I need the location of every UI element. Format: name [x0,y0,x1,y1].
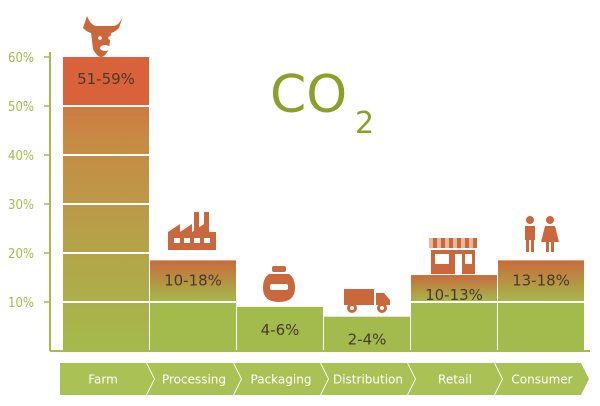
category-arrow [234,363,328,395]
bar-value-label: 13-18% [512,271,570,289]
chart-title-subscript: 2 [355,106,374,141]
y-tick-label: 30% [8,198,34,213]
bars: 51-59% 10-18% 4-6% 2-4% 10-13% 13-18% [63,57,584,351]
y-ticks: 10% 20% 30% 40% 50% 60% [8,51,50,311]
bar-value-label: 4-6% [261,321,300,339]
category-arrow [321,363,415,395]
bar-upper [411,275,497,302]
bar-base [150,303,236,351]
category-distribution: Distribution [321,363,415,395]
bar-base [498,303,584,351]
shop-icon [429,238,477,274]
y-tick-label: 50% [8,100,34,115]
bar-distribution: 2-4% [324,316,410,351]
factory-icon [168,212,216,250]
bar-value-label: 10-13% [425,286,483,304]
category-retail: Retail [408,363,502,395]
category-label: Farm [88,373,118,387]
category-consumer: Consumer [495,363,589,395]
y-tick-label: 20% [8,247,34,262]
chart-title-text: CO [270,65,347,125]
y-tick-label: 10% [8,296,34,311]
bar-base [324,316,410,351]
bar-upper [150,260,236,302]
category-arrow [408,363,502,395]
bar-farm: 51-59% [63,57,149,351]
bar-top-band [63,57,149,106]
category-arrow [495,363,589,395]
bar-processing: 10-18% [150,260,236,351]
bar-retail: 10-13% [411,275,497,351]
bar-value-label: 10-18% [164,271,222,289]
category-arrows: Farm Processing Packaging Distribution Retai… [60,363,589,395]
y-tick-label: 40% [8,149,34,164]
truck-icon [344,289,390,313]
category-processing: Processing [147,363,241,395]
category-arrow [60,363,154,395]
category-label: Packaging [251,373,312,387]
bar-consumer: 13-18% [498,260,584,351]
bar-packaging: 4-6% [237,306,323,351]
y-tick-label: 60% [8,51,34,66]
category-label: Processing [162,373,226,387]
cow-icon [83,16,123,57]
bar-value-label: 51-59% [77,70,135,88]
jar-icon [263,266,295,302]
category-icons [83,16,559,313]
bar-upper [498,260,584,302]
bar-value-label: 2-4% [348,331,387,349]
chart-title: CO 2 [270,65,374,141]
bar-base [237,306,323,351]
category-label: Distribution [333,373,403,387]
bar-base [411,303,497,351]
category-arrow [147,363,241,395]
category-packaging: Packaging [234,363,328,395]
category-farm: Farm [60,363,154,395]
category-label: Consumer [511,373,572,387]
category-label: Retail [438,373,472,387]
people-icon [525,216,559,252]
